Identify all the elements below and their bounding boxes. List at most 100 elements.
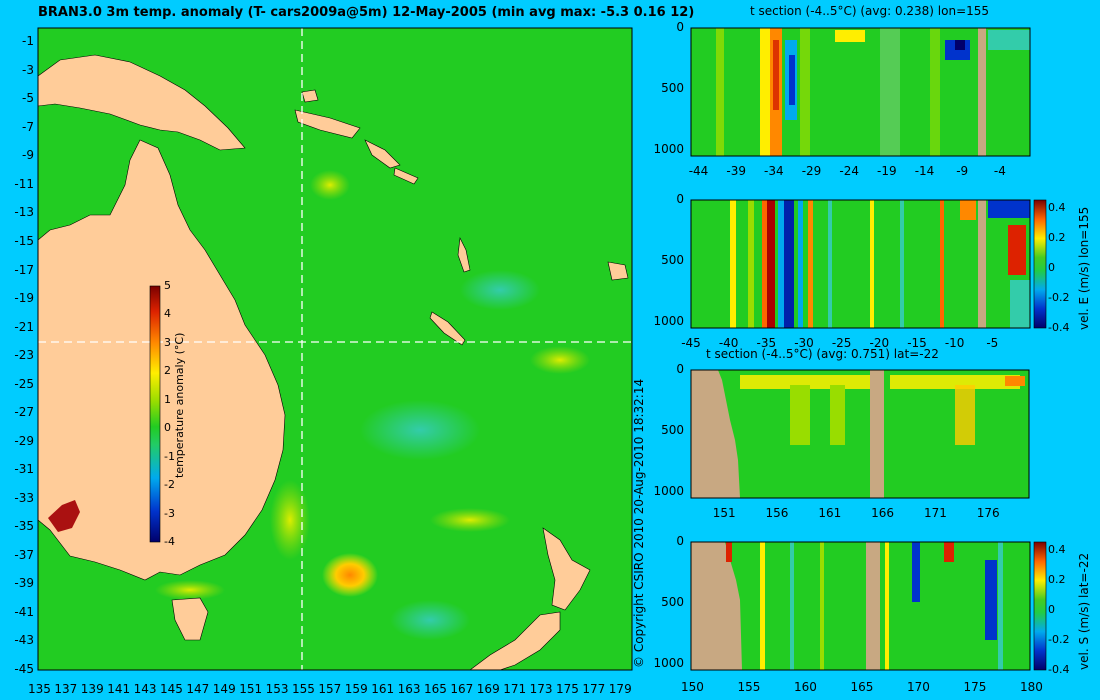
panel1-x-tick: -19 — [877, 164, 897, 178]
map-y-tick: -11 — [14, 176, 34, 191]
map-y-tick: -3 — [22, 62, 34, 77]
panel1-temp-section-lon — [690, 27, 1031, 157]
panel2-colorbar-tick: -0.2 — [1048, 290, 1070, 304]
panel1-x-tick: -9 — [956, 164, 969, 178]
map-x-tick: 147 — [186, 682, 210, 696]
map-y-tick: -31 — [14, 462, 34, 477]
colorbar-tick: -4 — [164, 535, 175, 548]
map-y-tick: -43 — [14, 633, 34, 648]
map-y-tick: -1 — [22, 34, 34, 49]
map-x-tick: 149 — [212, 682, 236, 696]
panel4-x-tick: 175 — [963, 680, 987, 694]
map-x-tick: 165 — [424, 682, 447, 696]
map-y-tick: -25 — [14, 376, 34, 391]
panel2-colorbar-tick: 0.2 — [1048, 230, 1066, 244]
panel1-y-tick: 1000 — [653, 141, 684, 156]
map-y-tick: -39 — [14, 576, 34, 591]
map-x-tick: 177 — [582, 682, 606, 696]
map-y-tick: -45 — [14, 662, 34, 676]
land-tasmania — [171, 597, 209, 641]
map-x-tick: 169 — [476, 682, 500, 696]
panel2-x-tick: -35 — [756, 336, 777, 350]
map-x-tick: 137 — [54, 682, 78, 696]
panel1-y-tick: 0 — [676, 20, 684, 34]
map-x-tick: 153 — [265, 682, 289, 696]
map-y-tick: -21 — [14, 319, 34, 334]
map-x-tick: 167 — [450, 682, 474, 696]
map-y-tick: -27 — [14, 405, 34, 420]
panel3-y-tick: 1000 — [653, 483, 684, 498]
panel4-x-tick: 180 — [1020, 680, 1043, 694]
colorbar-tick: 0 — [164, 421, 171, 435]
map-y-tick: -35 — [14, 519, 34, 534]
map-y-tick: -33 — [14, 490, 34, 505]
panel1-x-tick: -14 — [914, 164, 935, 178]
land-australia — [38, 139, 286, 581]
panel3-y-tick: 0 — [676, 362, 684, 376]
panel4-vel-s-section — [690, 541, 1047, 671]
colorbar-tick: -3 — [164, 506, 175, 520]
panel4-y-tick: 500 — [661, 594, 684, 609]
panel3-title: t section (-4..5°C) (avg: 0.751) lat=-22 — [706, 347, 939, 361]
panel2-x-tick: -20 — [869, 336, 890, 350]
panel2-x-tick: -45 — [681, 336, 701, 350]
panel2-x-tick: -10 — [944, 336, 965, 350]
land-nz-south — [469, 611, 561, 670]
colorbar-label: temperature anomaly (°C) — [173, 332, 186, 478]
map-x-tick: 151 — [239, 682, 263, 696]
map-y-tick: -7 — [22, 119, 34, 134]
panel2-side-label: vel. E (m/s) lon=155 — [1077, 206, 1091, 330]
panel2-x-tick: -40 — [718, 336, 739, 350]
panel4-colorbar-tick: 0 — [1048, 602, 1055, 616]
map-x-tick: 175 — [556, 682, 579, 696]
panel1-x-tick: -4 — [993, 164, 1006, 178]
main-map — [37, 27, 633, 671]
main-map-title: BRAN3.0 3m temp. anomaly (T- cars2009a@5… — [38, 5, 695, 20]
panel3-x-tick: 151 — [712, 506, 736, 520]
panel1-x-tick: -29 — [801, 164, 822, 178]
map-y-tick: -23 — [14, 348, 34, 363]
colorbar-tick: -2 — [164, 478, 175, 492]
panel3-x-tick: 166 — [871, 506, 895, 520]
panel4-x-tick: 165 — [850, 680, 874, 694]
map-y-tick: -9 — [22, 148, 34, 163]
panel3-x-tick: 161 — [818, 506, 842, 520]
panel4-x-tick: 170 — [907, 680, 930, 694]
map-y-tick: -37 — [14, 547, 34, 562]
map-x-tick: 135 — [28, 682, 51, 696]
map-x-tick: 143 — [133, 682, 157, 696]
panel1-x-tick: -34 — [764, 164, 784, 178]
map-x-tick: 159 — [344, 682, 368, 696]
panel3-x-tick: 156 — [765, 506, 789, 520]
map-x-tick: 161 — [371, 682, 395, 696]
panel2-colorbar-tick: -0.4 — [1048, 321, 1070, 334]
panel4-colorbar-tick: -0.4 — [1048, 663, 1070, 676]
map-x-tick: 145 — [160, 682, 183, 696]
panel4-side-label: vel. S (m/s) lat=-22 — [1077, 552, 1091, 670]
panel2-colorbar-tick: 0 — [1048, 260, 1055, 274]
panel2-x-tick: -5 — [986, 336, 999, 350]
colorbar-tick: 1 — [164, 392, 171, 406]
panel3-x-tick: 176 — [976, 506, 1000, 520]
land-papua — [38, 54, 246, 151]
panel3-temp-section-lat — [690, 369, 1030, 499]
panel1-x-tick: -44 — [688, 164, 709, 178]
map-x-tick: 171 — [503, 682, 527, 696]
panel1-x-tick: -39 — [726, 164, 746, 178]
panel2-x-tick: -25 — [831, 336, 852, 350]
panel2-y-tick: 500 — [661, 252, 684, 267]
colorbar-tick: -1 — [164, 449, 175, 463]
panel4-y-tick: 0 — [676, 534, 684, 548]
panel3-x-tick: 171 — [923, 506, 947, 520]
panel3-y-tick: 500 — [661, 422, 684, 437]
panel2-x-tick: -30 — [794, 336, 814, 350]
copyright-text: © Copyright CSIRO 2010 20-Aug-2010 18:32… — [632, 378, 646, 668]
vel-e-colorbar — [1033, 199, 1047, 329]
colorbar-tick: 5 — [164, 279, 171, 292]
temp-colorbar — [149, 285, 161, 543]
panel2-colorbar-tick: 0.4 — [1048, 200, 1066, 214]
map-y-tick: -13 — [14, 205, 34, 220]
map-y-tick: -15 — [14, 234, 34, 248]
map-x-tick: 141 — [107, 682, 131, 696]
